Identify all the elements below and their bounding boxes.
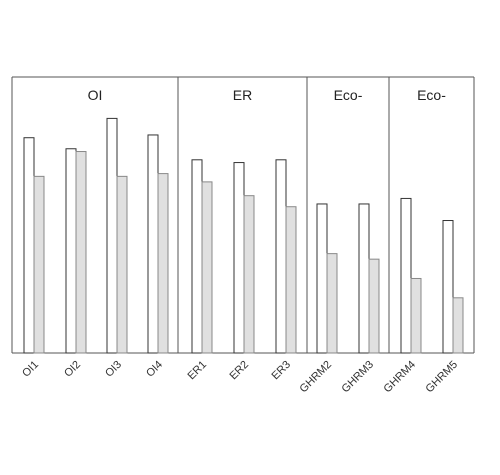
bar-GHRM5-series-2: [452, 297, 464, 354]
bar-ER2-series-1: [233, 162, 245, 354]
x-tick-label-GHRM4: GHRM4: [382, 359, 419, 396]
x-tick-label-ER2: ER2: [227, 359, 251, 383]
x-tick-label-OI1: OI1: [20, 359, 41, 380]
bar-OI4-series-2: [157, 173, 169, 354]
bar-OI1-series-1: [23, 137, 35, 354]
bar-GHRM2-series-2: [326, 253, 338, 354]
bar-OI2-series-1: [65, 148, 77, 354]
x-tick-label-GHRM5: GHRM5: [424, 359, 461, 396]
panel-label-2: Eco-: [334, 87, 363, 103]
bar-GHRM4-series-1: [400, 197, 412, 354]
bar-ER2-series-2: [243, 195, 255, 354]
bar-GHRM3-series-1: [358, 203, 370, 354]
x-tick-label-GHRM3: GHRM3: [340, 359, 377, 396]
x-tick-label-OI3: OI3: [103, 359, 124, 380]
panel-label-3: Eco-: [417, 87, 446, 103]
bar-GHRM5-series-1: [442, 220, 454, 354]
x-tick-label-ER3: ER3: [269, 359, 293, 383]
panel-label-1: ER: [233, 87, 252, 103]
x-tick-labels: OI1 OI2 OI3 OI4 ER1 ER2 ER3 GHRM2 GHRM3 GHRM4 GHRM…: [20, 359, 460, 396]
x-tick-label-OI4: OI4: [144, 359, 165, 380]
bar-OI3-series-2: [116, 175, 128, 354]
bars: [23, 117, 464, 354]
panel-label-0: OI: [88, 87, 103, 103]
x-tick-label-OI2: OI2: [62, 359, 83, 380]
x-tick-label-GHRM2: GHRM2: [298, 359, 335, 396]
bar-GHRM4-series-2: [410, 277, 422, 354]
bar-GHRM2-series-1: [316, 203, 328, 354]
bar-OI4-series-1: [147, 134, 159, 354]
bar-OI1-series-2: [33, 175, 45, 354]
bar-ER1-series-2: [201, 181, 213, 354]
bar-OI2-series-2: [75, 151, 87, 354]
bar-OI3-series-1: [106, 117, 118, 354]
bar-ER1-series-1: [191, 159, 203, 354]
bar-ER3-series-2: [285, 206, 297, 354]
chart-frame: [11, 76, 475, 354]
x-tick-label-ER1: ER1: [185, 359, 209, 383]
bar-GHRM3-series-2: [368, 258, 380, 354]
bar-ER3-series-1: [275, 159, 287, 354]
panel-labels: OI ER Eco- Eco-: [88, 87, 447, 103]
